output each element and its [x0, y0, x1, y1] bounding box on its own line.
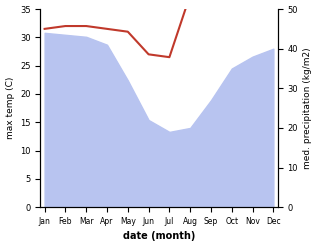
Y-axis label: med. precipitation (kg/m2): med. precipitation (kg/m2): [303, 47, 313, 169]
X-axis label: date (month): date (month): [123, 231, 195, 242]
Y-axis label: max temp (C): max temp (C): [5, 77, 15, 139]
